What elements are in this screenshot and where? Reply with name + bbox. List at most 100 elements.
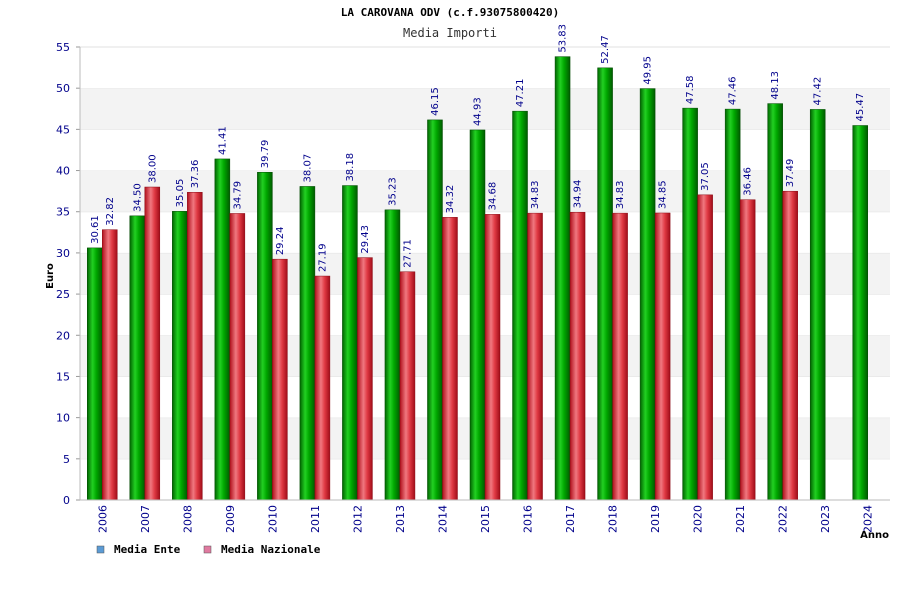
bar-media-nazionale: [272, 258, 288, 501]
bar-media-nazionale: [697, 194, 713, 501]
x-tick-label: 2022: [777, 505, 790, 533]
bar-media-nazionale: [484, 214, 501, 501]
x-tick-label: 2014: [436, 505, 449, 533]
x-tick-label: 2011: [309, 505, 322, 533]
bar-media-ente: [384, 209, 401, 501]
bar-media-ente: [299, 186, 316, 501]
legend-swatch-media-ente: [96, 545, 105, 554]
data-label-media-nazionale: 36.46: [743, 167, 754, 196]
chart-subtitle: Media Importi: [403, 26, 497, 40]
data-label-media-ente: 47.58: [685, 75, 696, 104]
grid-band: [80, 88, 890, 130]
legend-label-media-ente: Media Ente: [114, 543, 181, 556]
data-label-media-nazionale: 34.68: [488, 182, 499, 211]
bar-media-ente: [427, 119, 443, 501]
y-tick-label: 45: [56, 123, 70, 136]
bar-media-nazionale: [654, 212, 671, 501]
x-axis-ticks: 2006 2007 2008 2009 2010 2011 2012 2013 2014 2015…: [96, 505, 874, 533]
y-tick-label: 30: [56, 247, 70, 260]
bar-media-nazionale: [569, 211, 586, 501]
y-tick-label: 0: [63, 494, 70, 507]
y-tick-label: 55: [56, 41, 70, 54]
bar-media-nazionale: [357, 257, 373, 501]
data-label-media-ente: 52.47: [600, 35, 611, 64]
y-tick-label: 25: [56, 288, 70, 301]
bar-media-ente: [639, 88, 656, 501]
data-label-media-ente: 34.50: [132, 183, 143, 212]
data-label-media-ente: 35.23: [387, 177, 398, 206]
bar-media-ente: [682, 107, 698, 501]
data-label-media-nazionale: 34.85: [658, 180, 669, 209]
data-label-media-nazionale: 34.32: [445, 185, 456, 214]
bar-media-ente: [512, 110, 528, 501]
bar-media-ente: [87, 247, 103, 501]
data-label-media-ente: 38.18: [345, 153, 356, 182]
data-label-media-ente: 30.61: [90, 215, 101, 244]
x-axis-label: Anno: [860, 530, 889, 541]
y-axis-label: Euro: [45, 263, 56, 289]
bar-media-nazionale: [399, 271, 416, 501]
data-label-media-nazionale: 34.83: [530, 180, 541, 209]
data-label-media-nazionale: 37.49: [785, 159, 796, 188]
x-tick-label: 2019: [649, 505, 662, 533]
bar-media-nazionale: [612, 212, 628, 501]
data-label-media-nazionale: 29.24: [275, 227, 286, 256]
x-tick-label: 2024: [862, 505, 875, 533]
bar-media-ente: [554, 56, 571, 501]
data-label-media-ente: 35.05: [175, 179, 186, 208]
x-tick-label: 2023: [819, 505, 832, 533]
y-tick-label: 15: [56, 370, 70, 383]
bar-media-ente: [724, 108, 741, 501]
data-label-media-ente: 53.83: [558, 24, 569, 53]
data-label-media-nazionale: 37.05: [700, 162, 711, 191]
bar-media-ente: [809, 109, 826, 501]
x-tick-label: 2009: [224, 505, 237, 533]
data-label-media-ente: 47.46: [728, 76, 739, 105]
y-axis-ticks: 0 5 10 15 20 25 30 35 40 45 50 55: [56, 41, 80, 507]
bar-media-nazionale: [144, 186, 161, 501]
bar-media-nazionale: [314, 275, 331, 501]
bar-media-nazionale: [229, 213, 246, 501]
bar-media-ente: [129, 215, 146, 501]
data-label-media-nazionale: 34.83: [615, 180, 626, 209]
x-tick-label: 2010: [266, 505, 279, 533]
x-tick-label: 2007: [139, 505, 152, 533]
bar-media-ente: [469, 129, 486, 501]
bar-media-ente: [852, 125, 868, 501]
grid-band: [80, 47, 890, 89]
legend: Media Ente Media Nazionale: [96, 543, 321, 556]
chart-title: LA CAROVANA ODV (c.f.93075800420): [341, 6, 560, 19]
y-tick-label: 35: [56, 206, 70, 219]
legend-label-media-nazionale: Media Nazionale: [221, 543, 321, 556]
x-tick-label: 2020: [692, 505, 705, 533]
data-label-media-nazionale: 37.36: [190, 160, 201, 189]
data-label-media-ente: 49.95: [643, 56, 654, 85]
x-tick-label: 2017: [564, 505, 577, 533]
bar-media-ente: [342, 185, 358, 501]
x-tick-label: 2021: [734, 505, 747, 533]
bar-media-nazionale: [102, 229, 118, 501]
x-tick-label: 2016: [522, 505, 535, 533]
bar-media-nazionale: [739, 199, 756, 501]
y-tick-label: 5: [63, 453, 70, 466]
bar-media-ente: [214, 158, 231, 501]
bars: [87, 56, 868, 501]
y-tick-label: 10: [56, 412, 70, 425]
bar-media-nazionale: [187, 192, 203, 501]
data-label-media-ente: 41.41: [217, 126, 228, 155]
x-tick-label: 2012: [351, 505, 364, 533]
bar-media-nazionale: [442, 217, 458, 501]
data-label-media-nazionale: 27.19: [317, 243, 328, 272]
data-label-media-ente: 47.21: [515, 79, 526, 108]
bar-media-ente: [257, 172, 273, 501]
bar-media-nazionale: [782, 190, 798, 501]
data-label-media-ente: 48.13: [770, 71, 781, 100]
x-tick-label: 2018: [607, 505, 620, 533]
data-label-media-nazionale: 32.82: [105, 197, 116, 226]
legend-swatch-media-nazionale: [203, 545, 212, 554]
data-label-media-ente: 47.42: [813, 77, 824, 106]
data-label-media-ente: 39.79: [260, 140, 271, 169]
bar-media-ente: [597, 67, 613, 501]
y-tick-label: 50: [56, 82, 70, 95]
